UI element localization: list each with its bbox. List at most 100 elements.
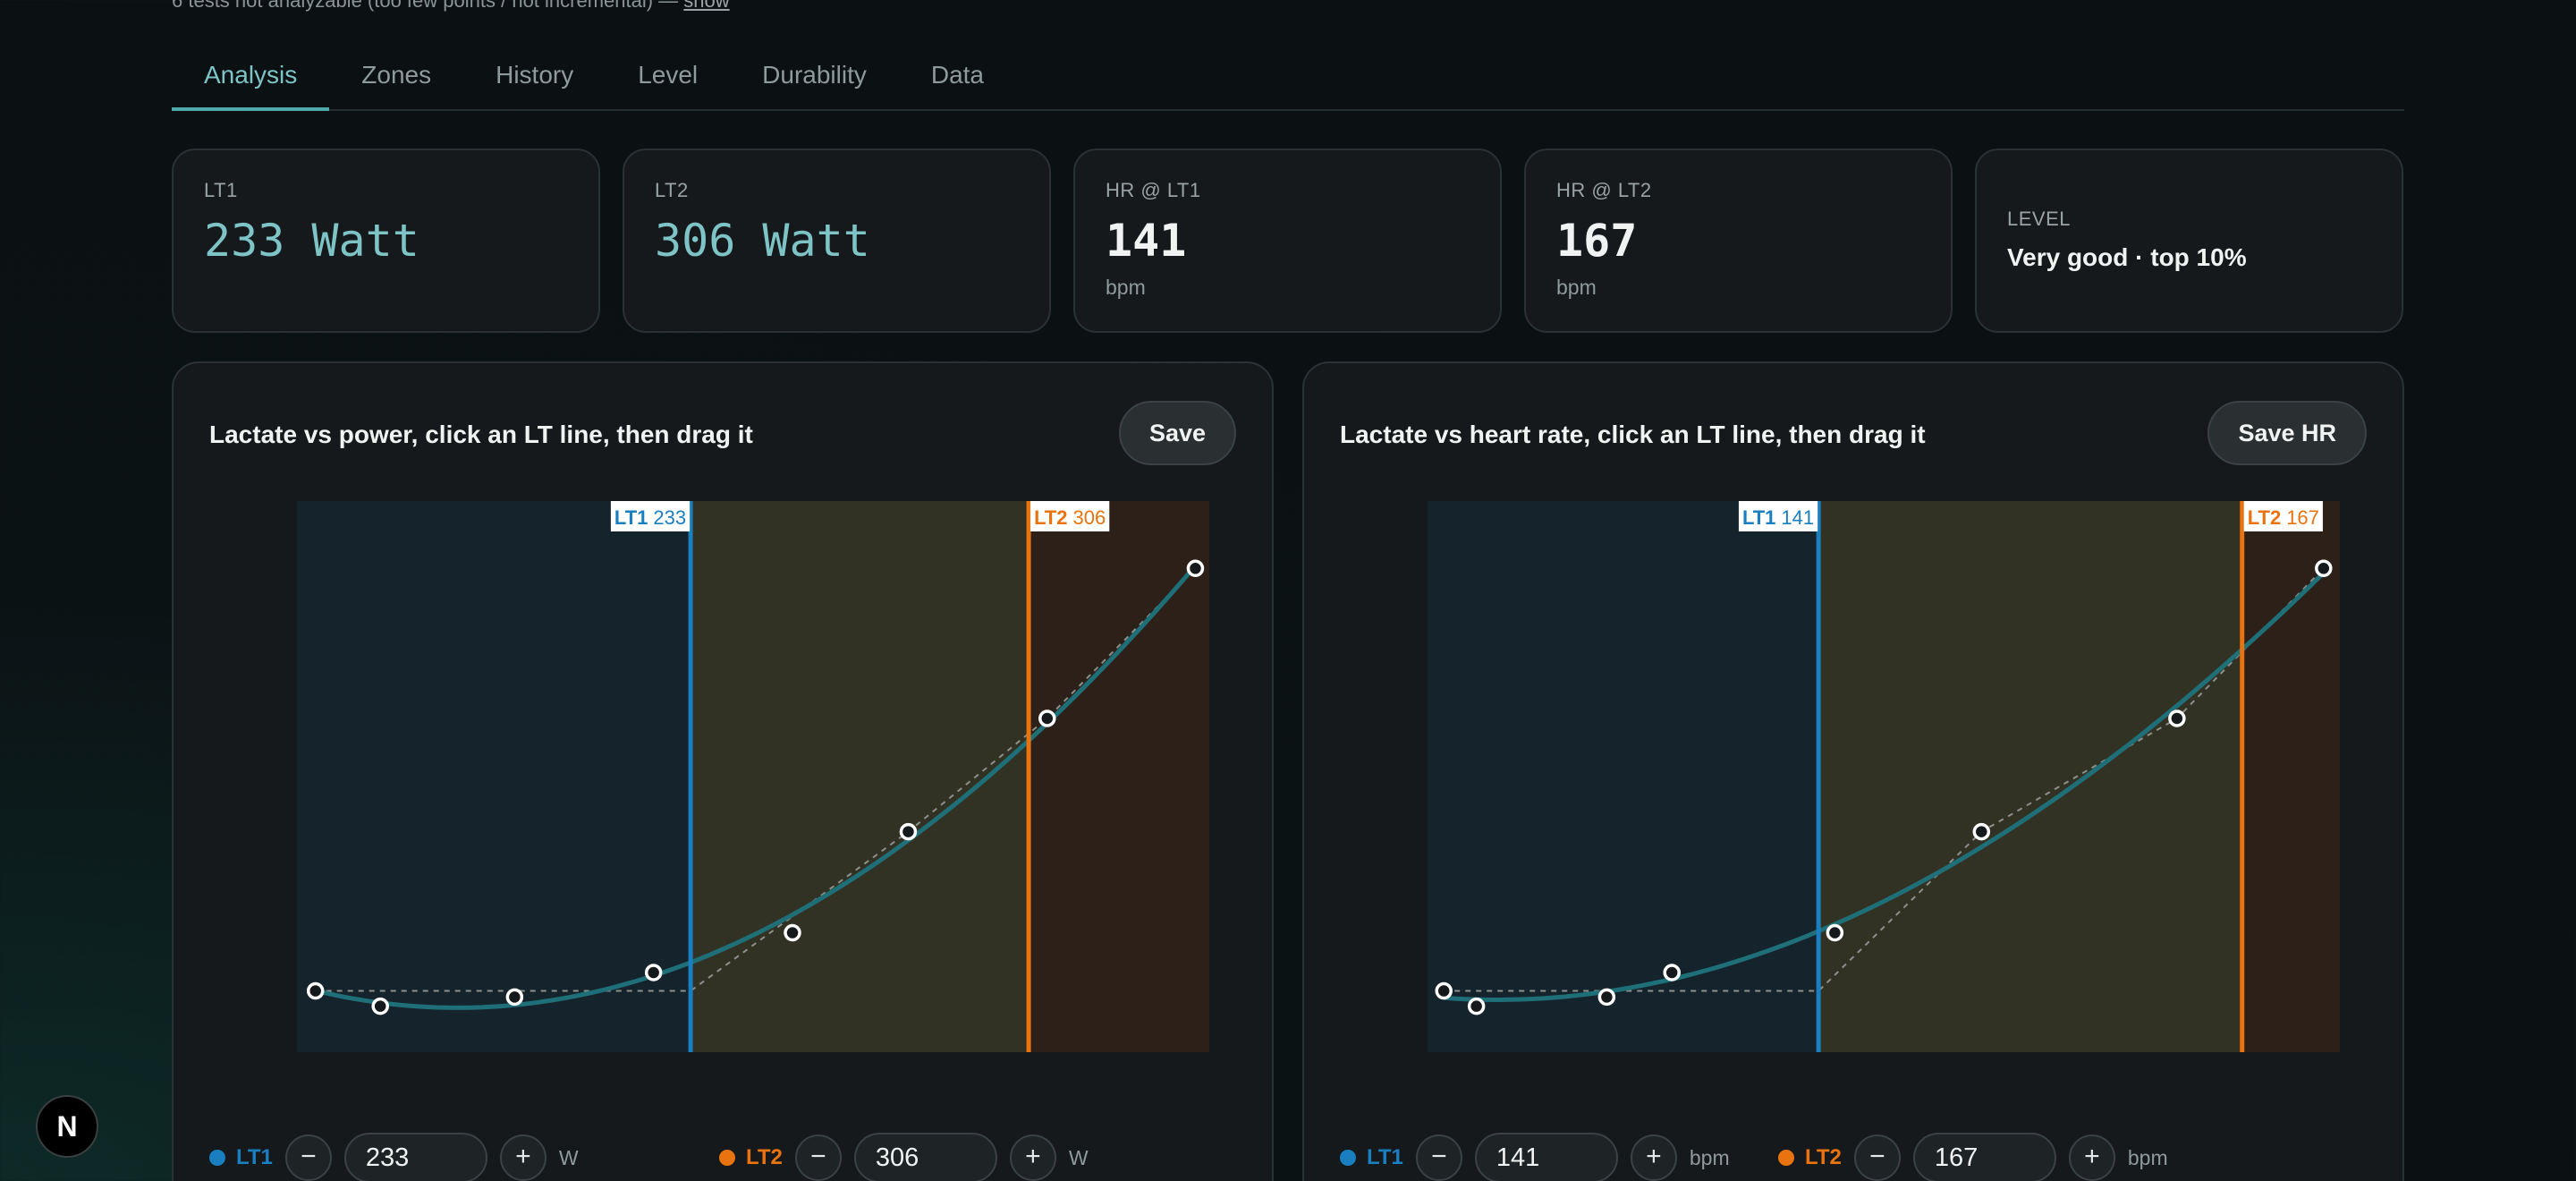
- n-logo-button[interactable]: N: [36, 1095, 98, 1158]
- tab-bar: Analysis Zones History Level Durability …: [172, 48, 2404, 111]
- lt1-increment-button[interactable]: +: [1630, 1134, 1677, 1181]
- data-point: [1435, 981, 1453, 1000]
- tab-zones[interactable]: Zones: [361, 61, 432, 89]
- lt2-dot-icon: [1778, 1150, 1794, 1166]
- stat-value: 141: [1106, 215, 1187, 267]
- lt2-tag: [2243, 501, 2323, 531]
- lt1-control: LT1 − 141 + bpm: [1340, 1131, 1730, 1181]
- lt2-decrement-button[interactable]: −: [794, 1134, 842, 1181]
- lt2-increment-button[interactable]: +: [1009, 1134, 1056, 1181]
- lt2-unit: W: [1068, 1145, 1089, 1169]
- lt1-dot-icon: [1340, 1150, 1356, 1166]
- stat-label: LT1: [204, 179, 238, 201]
- stat-card-hr-lt1: HR @ LT1 141 bpm: [1073, 149, 1502, 333]
- data-point: [505, 988, 524, 1007]
- data-point: [1467, 997, 1486, 1015]
- data-point: [1972, 822, 1991, 841]
- lt1-tag: [610, 501, 691, 531]
- lt1-tag-label: LT1: [1742, 506, 1775, 529]
- lt1-tag-value: 141: [1781, 506, 1814, 529]
- lt1-tag-label: LT1: [614, 506, 648, 529]
- data-point: [784, 923, 801, 942]
- lt2-tag-value: 306: [1073, 506, 1106, 529]
- stat-unit: bpm: [1106, 276, 1146, 299]
- data-point: [2168, 709, 2186, 727]
- stat-value: 233 Watt: [204, 215, 419, 267]
- stat-value: Very good · top 10%: [2007, 243, 2247, 271]
- power-chart-panel: Lactate vs power, click an LT line, then…: [172, 361, 1274, 1181]
- lt1-control-label: LT1: [1367, 1145, 1403, 1169]
- threshold-controls: LT1 − 141 + bpm LT2 − 167 + bpm: [1340, 1131, 2368, 1181]
- data-point: [1038, 709, 1056, 727]
- lt1-value-input[interactable]: 141: [1474, 1133, 1618, 1181]
- stat-value: 306 Watt: [655, 215, 870, 267]
- data-point: [644, 964, 663, 981]
- not-analyzable-notice: 6 tests not analyzable (too few points /…: [172, 0, 730, 13]
- lt2-tag-label: LT2: [2248, 506, 2281, 529]
- data-point: [1186, 559, 1205, 578]
- zone-hard: [2241, 501, 2340, 1052]
- lt1-control-label: LT1: [236, 1145, 273, 1169]
- stat-value: 167: [1556, 215, 1638, 267]
- data-point: [1663, 964, 1681, 981]
- lt1-unit: W: [558, 1145, 579, 1169]
- lt2-control: LT2 − 167 + bpm: [1778, 1131, 2168, 1181]
- data-point: [371, 997, 389, 1015]
- data-point: [2315, 559, 2333, 578]
- lt1-decrement-button[interactable]: −: [1415, 1134, 1462, 1181]
- stat-label: LEVEL: [2007, 208, 2071, 230]
- zone-hard: [1029, 501, 1209, 1052]
- stat-label: HR @ LT1: [1106, 179, 1201, 201]
- tab-durability[interactable]: Durability: [762, 61, 867, 89]
- lt2-decrement-button[interactable]: −: [1853, 1134, 1901, 1181]
- lt1-control: LT1 − 233 + W: [209, 1131, 579, 1181]
- hr-chart-panel: Lactate vs heart rate, click an LT line,…: [1302, 361, 2404, 1181]
- lt2-control-label: LT2: [1805, 1145, 1842, 1169]
- lt2-tag: [1030, 501, 1110, 531]
- stat-card-hr-lt2: HR @ LT2 167 bpm: [1524, 149, 1953, 333]
- lt2-increment-button[interactable]: +: [2068, 1134, 2115, 1181]
- data-point: [1826, 923, 1844, 942]
- lt1-unit: bpm: [1689, 1145, 1730, 1169]
- lt1-increment-button[interactable]: +: [499, 1134, 547, 1181]
- lt2-tag-value: 167: [2286, 506, 2319, 529]
- zone-easy: [1428, 501, 1819, 1052]
- lt2-control: LT2 − 306 + W: [719, 1131, 1089, 1181]
- lactate-power-chart[interactable]: LT1 233 LT2 306: [174, 363, 1275, 1124]
- data-point: [1597, 988, 1616, 1007]
- stat-unit: bpm: [1556, 276, 1597, 299]
- tab-data[interactable]: Data: [930, 61, 985, 89]
- save-button[interactable]: Save: [1118, 401, 1236, 465]
- stat-cards: LT1 233 Watt LT2 306 Watt HR @ LT1 141 b…: [172, 149, 2404, 333]
- lt2-control-label: LT2: [746, 1145, 783, 1169]
- lactate-fit-curve: [1444, 571, 2326, 1003]
- data-point: [899, 822, 918, 841]
- zone-moderate: [691, 501, 1030, 1052]
- show-link[interactable]: show: [683, 0, 730, 12]
- lt1-decrement-button[interactable]: −: [284, 1134, 332, 1181]
- lt2-value-input[interactable]: 306: [853, 1133, 997, 1181]
- tab-history[interactable]: History: [496, 61, 574, 89]
- zone-easy: [297, 501, 691, 1052]
- lt1-value-input[interactable]: 233: [343, 1133, 487, 1181]
- lt2-value-input[interactable]: 167: [1912, 1133, 2056, 1181]
- lt2-tag-label: LT2: [1034, 506, 1067, 529]
- panel-title: Lactate vs heart rate, click an LT line,…: [1340, 421, 1926, 448]
- lt2-unit: bpm: [2127, 1145, 2168, 1169]
- lt1-dot-icon: [209, 1150, 225, 1166]
- stat-label: LT2: [655, 179, 689, 201]
- save-hr-button[interactable]: Save HR: [2207, 401, 2367, 465]
- zone-moderate: [1818, 501, 2242, 1052]
- tab-analysis[interactable]: Analysis: [172, 48, 330, 111]
- stat-card-level: LEVEL Very good · top 10%: [1975, 149, 2403, 333]
- stat-card-lt1: LT1 233 Watt: [172, 149, 600, 333]
- threshold-controls: LT1 − 233 + W LT2 − 306 + W: [209, 1131, 1238, 1181]
- stat-card-lt2: LT2 306 Watt: [623, 149, 1051, 333]
- stat-label: HR @ LT2: [1556, 179, 1652, 201]
- notice-text: 6 tests not analyzable (too few points /…: [172, 0, 684, 12]
- lt2-dot-icon: [719, 1150, 735, 1166]
- tab-level[interactable]: Level: [638, 61, 699, 89]
- lactate-hr-chart[interactable]: LT1 141 LT2 167: [1304, 363, 2406, 1124]
- panel-title: Lactate vs power, click an LT line, then…: [209, 421, 753, 448]
- lt1-tag: [1738, 501, 1818, 531]
